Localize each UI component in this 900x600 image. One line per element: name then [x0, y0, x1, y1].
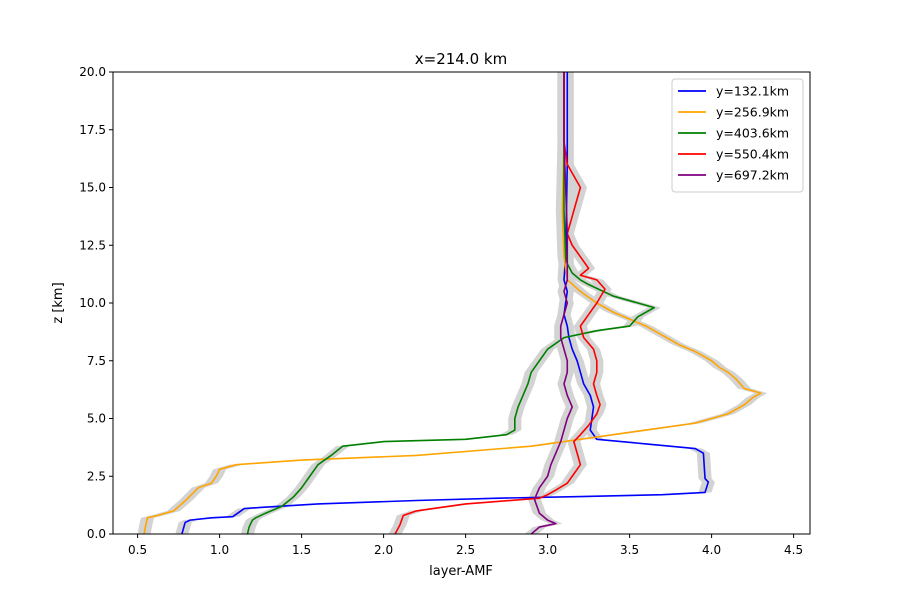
- series-lines: [143, 72, 762, 535]
- y-axis-label: z [km]: [51, 282, 66, 323]
- x-tick-label: 3.5: [620, 543, 639, 557]
- series-line-2: [246, 72, 656, 535]
- x-axis-label: layer-AMF: [429, 564, 493, 579]
- x-tick-label: 1.5: [292, 543, 311, 557]
- legend-label: y=697.2km: [716, 168, 789, 183]
- x-tick-label: 2.0: [374, 543, 393, 557]
- y-tick-label: 5.0: [87, 412, 106, 426]
- legend: y=132.1km y=256.9km y=403.6km y=550.4km y=69…: [671, 78, 804, 193]
- legend-label: y=256.9km: [716, 105, 789, 120]
- y-tick-label: 17.5: [79, 123, 106, 137]
- x-tick-label: 4.5: [784, 543, 803, 557]
- y-tick-label: 2.5: [87, 469, 106, 483]
- x-tick-label: 3.0: [538, 543, 557, 557]
- y-tick-label: 0.0: [87, 527, 106, 541]
- series-line-1: [143, 72, 762, 535]
- y-axis-ticks: 0.0 2.5 5.0 7.5 10.0 12.5 15.0 17.5 20.0: [79, 65, 113, 541]
- y-tick-label: 15.0: [79, 181, 106, 195]
- x-tick-label: 1.0: [210, 543, 229, 557]
- legend-box: [671, 78, 804, 193]
- y-tick-label: 12.5: [79, 238, 106, 252]
- legend-label: y=132.1km: [716, 84, 789, 99]
- y-tick-label: 10.0: [79, 296, 106, 310]
- legend-label: y=403.6km: [716, 126, 789, 141]
- x-tick-label: 4.0: [702, 543, 721, 557]
- y-tick-label: 20.0: [79, 65, 106, 79]
- series-line-4: [530, 72, 574, 535]
- series-line-0: [181, 72, 710, 535]
- series-line-3: [394, 72, 606, 535]
- x-axis-ticks: 0.5 1.0 1.5 2.0 2.5 3.0 3.5 4.0 4.5: [128, 534, 803, 557]
- y-tick-label: 7.5: [87, 354, 106, 368]
- x-tick-label: 2.5: [456, 543, 475, 557]
- uncertainty-band-3: [388, 72, 612, 534]
- legend-label: y=550.4km: [716, 147, 789, 162]
- x-tick-label: 0.5: [128, 543, 147, 557]
- chart-title: x=214.0 km: [415, 50, 507, 68]
